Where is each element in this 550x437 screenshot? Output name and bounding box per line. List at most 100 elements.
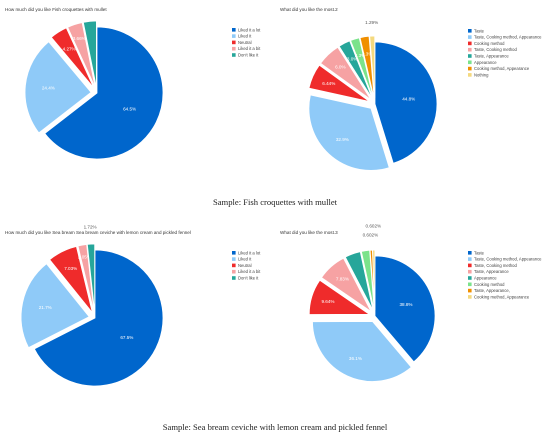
legend-swatch <box>468 269 472 274</box>
slice-data-label: 6.0% <box>335 65 345 70</box>
legend-label: Liked it <box>238 257 252 262</box>
legend-label: Don't like it <box>238 276 259 281</box>
pie-slice-cooking-method <box>308 64 370 102</box>
legend-swatch <box>468 60 472 65</box>
legend-label: Appearance <box>474 60 497 65</box>
pie-slice-neutral <box>49 246 93 313</box>
pie-slice-don-t-like-it <box>82 20 97 88</box>
legend-label: Taste, Cooking method, Appearance <box>474 257 542 262</box>
slice-data-label: 9.64% <box>321 299 334 304</box>
slice-data-label: 32.9% <box>336 137 349 142</box>
legend-swatch <box>468 288 472 293</box>
legend-label: Taste, Cooking method <box>474 47 518 52</box>
pie-slice-taste-cooking-method <box>320 46 372 100</box>
slice-data-label: 21.7% <box>39 305 52 310</box>
pie-slice-taste-appearance <box>320 257 372 312</box>
slice-data-label: 24.4% <box>42 85 55 90</box>
pie-slice-nothing <box>369 35 376 99</box>
legend-label: Liked it a lot <box>238 250 261 255</box>
legend-swatch <box>232 276 236 280</box>
legend-label: Cooking method <box>474 41 505 46</box>
pie-slice-appearance <box>350 37 374 99</box>
slice-data-label: 2.3% <box>355 53 365 58</box>
legend-label: Liked it a bit <box>238 46 261 51</box>
slice-data-label: 67.5% <box>120 335 133 340</box>
legend-label: Neutral <box>238 40 252 45</box>
legend-label: Taste <box>474 250 485 255</box>
pie-slice-neutral <box>50 27 95 89</box>
pie-chart-3: How much did you like Sea bream Sea brea… <box>5 225 261 387</box>
chart-title: What did you like the most.3 <box>280 230 338 235</box>
pie-chart-4: What did you like the most.3 38.8% 36.1% 9.… <box>280 224 542 382</box>
pie-slice-taste-appearance <box>338 40 373 99</box>
pie-slice-appearance <box>344 251 374 311</box>
pie-slice-liked-it-a-bit <box>67 22 96 88</box>
legend-label: Liked it a bit <box>238 269 261 274</box>
legend-swatch <box>232 257 236 261</box>
chart-legend: Taste Taste, Cooking method, Appearance Ta… <box>468 250 542 299</box>
slice-data-label: 0.602% <box>366 224 382 229</box>
legend-swatch <box>232 46 236 51</box>
slice-data-label: 44.8% <box>402 96 415 101</box>
pie-slice-liked-it-a-lot <box>33 249 164 387</box>
slice-data-label: 0.602% <box>363 233 379 238</box>
chart-title: How much did you like Fish croquettes wi… <box>5 7 107 12</box>
slice-data-label: 3.0% <box>347 56 357 61</box>
legend-label: Cooking method, Appearance <box>474 294 530 299</box>
pie-slice-liked-it-a-bit <box>77 244 95 313</box>
legend-label: Cooking method, Appearance <box>474 66 530 71</box>
legend-label: Taste, Cooking method, Appearance <box>474 35 542 40</box>
legend-label: Neutral <box>238 263 252 268</box>
legend-swatch <box>468 276 472 280</box>
legend-label: Taste <box>474 28 485 33</box>
legend-swatch <box>468 54 472 58</box>
legend-swatch <box>468 47 472 52</box>
slice-data-label: 4.27% <box>63 46 76 51</box>
pie-slice-taste <box>374 41 438 164</box>
legend-swatch <box>468 41 472 46</box>
legend-swatch <box>468 73 472 77</box>
legend-swatch <box>232 28 236 32</box>
legend-label: Taste, Appearance, <box>474 288 510 293</box>
pie-slice-taste <box>374 255 436 363</box>
legend-label: Appearance <box>474 276 497 281</box>
legend-swatch <box>468 251 472 255</box>
legend-swatch <box>468 257 472 261</box>
legend-swatch <box>232 263 236 268</box>
legend-label: Nothing <box>474 72 489 77</box>
caption-fish-croquettes: Sample: Fish croquettes with mullet <box>212 197 338 207</box>
slice-data-label: 6.44% <box>322 81 335 86</box>
pie-slice-cooking-method <box>360 249 375 311</box>
slice-data-label: 7.03% <box>64 266 77 271</box>
chart-title: How much did you like Sea bream Sea brea… <box>5 230 191 235</box>
legend-label: Cooking method <box>474 282 505 287</box>
legend-swatch <box>232 34 236 38</box>
legend-swatch <box>232 40 236 45</box>
legend-swatch <box>232 251 236 255</box>
legend-label: Don't like it <box>238 53 259 58</box>
pie-slice-liked-it <box>24 41 92 134</box>
legend-label: Taste, Appearance <box>474 54 509 59</box>
legend-label: Liked it <box>238 34 252 39</box>
pie-slice-cooking-method-appearance <box>372 249 376 311</box>
pie-slice-taste-cooking-method-appearance <box>308 94 390 171</box>
legend-swatch <box>468 35 472 39</box>
pie-slice-taste-cooking-method-appearance <box>312 321 412 382</box>
pie-slice-cooking-method-appearance <box>359 35 375 99</box>
pie-slice-don-t-like-it <box>86 243 96 313</box>
caption-sea-bream-ceviche: Sample: Sea bream ceviche with lemon cre… <box>162 422 388 432</box>
legend-swatch <box>468 282 472 287</box>
slice-data-label: 36.1% <box>349 356 362 361</box>
pie-slice-liked-it <box>20 263 90 349</box>
chart-title: What did you like the most.2 <box>280 7 338 12</box>
legend-swatch <box>468 66 472 71</box>
legend-label: Taste, Appearance <box>474 269 509 274</box>
legend-swatch <box>468 29 472 33</box>
slice-data-label: 1.29% <box>365 20 378 25</box>
slice-data-label: 2.05% <box>78 255 91 260</box>
slice-data-label: 3.66% <box>73 36 86 41</box>
